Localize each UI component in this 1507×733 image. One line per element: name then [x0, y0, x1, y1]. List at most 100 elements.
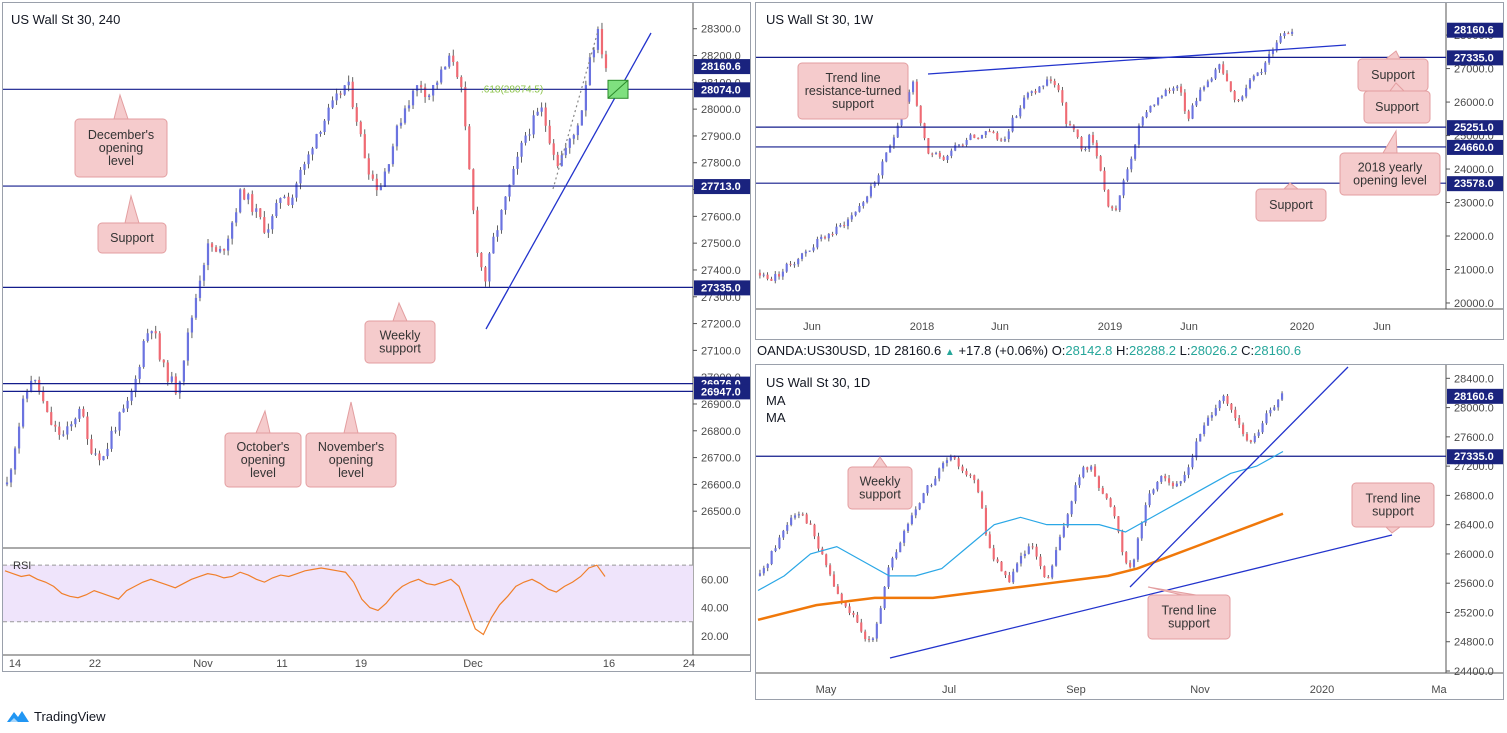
- h4-candle: [186, 332, 190, 361]
- d1-candle: [821, 548, 824, 555]
- d1-chart-panel[interactable]: 24400.0 24800.0 25200.0 25600.0 26000.0 26400…: [755, 364, 1504, 700]
- w1-candle: [831, 233, 834, 235]
- w1-candle: [938, 152, 941, 157]
- h4-candle: [327, 107, 330, 121]
- d1-legend-ma-1: MA: [766, 393, 786, 408]
- w1-callout-support-1: Support: [1357, 50, 1429, 92]
- d1-candle: [1078, 477, 1081, 486]
- w1-candle: [1191, 105, 1194, 119]
- h4-y-tick-label: 27900.0: [701, 131, 741, 143]
- h4-y-tick-label: 27800.0: [701, 158, 741, 170]
- d1-callout-trendline-1-text: Trend line: [1161, 604, 1216, 618]
- w1-candle: [1256, 72, 1259, 76]
- h4-candle: [516, 156, 519, 169]
- h4-level-label: 27335.0: [701, 282, 741, 294]
- h4-candle: [174, 376, 177, 394]
- w1-chart-panel[interactable]: 20000.0 21000.0 22000.0 23000.0 24000.0 25000…: [755, 2, 1504, 340]
- w1-callout-trendline-text: Trend line: [825, 71, 880, 85]
- h4-callout-weekly-support-text: Weekly: [380, 329, 422, 343]
- w1-candle: [873, 182, 876, 187]
- w1-candle: [1291, 31, 1294, 34]
- d1-low-label: L:: [1179, 343, 1191, 358]
- h4-candle: [122, 408, 125, 413]
- d1-candle: [871, 638, 875, 641]
- h4-callout-december-text: level: [108, 154, 134, 168]
- h4-candle: [154, 331, 157, 334]
- h4-candle: [568, 138, 571, 148]
- h4-candle: [271, 216, 274, 230]
- h4-candle: [94, 453, 97, 455]
- w1-candle: [1245, 87, 1248, 97]
- d1-candle: [926, 485, 929, 494]
- h4-rsi-label: RSI: [13, 560, 31, 572]
- h4-chart[interactable]: 26500.026600.026700.026800.026900.027000…: [3, 3, 750, 671]
- h4-y-tick-label: 28300.0: [701, 24, 741, 36]
- w1-candle: [1279, 36, 1282, 43]
- w1-y-tick-label: 22000.0: [1454, 231, 1494, 243]
- tradingview-brand[interactable]: TradingView: [6, 708, 106, 724]
- h4-candle: [158, 333, 161, 360]
- w1-candle: [1042, 85, 1045, 87]
- d1-candle: [934, 478, 937, 486]
- h4-candle: [38, 379, 41, 391]
- d1-candle: [1121, 531, 1124, 553]
- w1-candle: [1149, 105, 1152, 113]
- d1-candle: [895, 552, 898, 559]
- w1-candle: [912, 81, 915, 93]
- w1-y-tick-label: 20000.0: [1454, 298, 1494, 310]
- w1-x-tick-label: Jun: [1180, 321, 1198, 333]
- h4-candle: [190, 317, 194, 333]
- w1-candle: [1248, 79, 1252, 88]
- h4-candle: [552, 143, 555, 155]
- d1-candle: [1054, 550, 1058, 566]
- h4-candle: [347, 81, 350, 86]
- d1-candle: [1230, 403, 1233, 410]
- h4-callout-support: Support: [97, 194, 167, 254]
- d1-y-tick-label: 26000.0: [1454, 549, 1494, 561]
- d1-candle: [1000, 561, 1003, 572]
- d1-callout-trendline-1-box: [1147, 594, 1231, 640]
- d1-callout-weekly-support-pointer: [872, 456, 888, 468]
- d1-x-tick-label: Jul: [942, 684, 956, 696]
- d1-candle: [1031, 546, 1034, 548]
- w1-candle: [1107, 189, 1110, 207]
- w1-candle: [1111, 206, 1114, 209]
- h4-candle: [279, 198, 282, 203]
- d1-candle: [1109, 498, 1112, 507]
- d1-candle: [758, 573, 762, 576]
- w1-candle: [1202, 87, 1206, 90]
- w1-level-label: 25251.0: [1454, 122, 1494, 134]
- h4-candle: [13, 448, 17, 470]
- h4-candle: [162, 359, 165, 363]
- d1-candle: [786, 524, 789, 531]
- h4-candle: [142, 340, 145, 367]
- h4-candle: [560, 155, 563, 167]
- h4-candle: [488, 253, 491, 282]
- h4-candle: [500, 209, 503, 231]
- h4-candle: [231, 222, 234, 239]
- h4-callout-november-text: opening: [329, 453, 374, 467]
- d1-candle: [1234, 409, 1237, 419]
- d1-chart[interactable]: 24400.0 24800.0 25200.0 25600.0 26000.0 26400…: [756, 365, 1503, 699]
- h4-level-label: 26947.0: [701, 386, 741, 398]
- h4-callout-november-text: level: [338, 466, 364, 480]
- h4-chart-panel[interactable]: 26500.026600.026700.026800.026900.027000…: [2, 2, 751, 672]
- w1-candle: [1195, 100, 1198, 106]
- tradingview-brand-name: TradingView: [34, 708, 106, 724]
- h4-candle: [363, 134, 366, 159]
- d1-candle: [1125, 552, 1128, 563]
- w1-callout-trendline-box: [797, 62, 909, 120]
- w1-callout-support-2: Support: [1363, 82, 1431, 124]
- h4-candle: [259, 208, 262, 218]
- w1-candle: [774, 274, 777, 281]
- d1-candle: [1043, 566, 1046, 578]
- h4-x-tick-label: 11: [276, 658, 287, 670]
- d1-chart-title: US Wall St 30, 1D: [766, 375, 871, 390]
- d1-callout-trendline-2-box: [1351, 482, 1435, 528]
- h4-candle: [291, 197, 294, 205]
- d1-candle: [1253, 435, 1256, 442]
- w1-chart[interactable]: 20000.021000.022000.023000.024000.025000…: [756, 3, 1503, 339]
- h4-candle: [580, 110, 583, 126]
- d1-candle: [914, 509, 917, 516]
- w1-candle: [1134, 144, 1137, 159]
